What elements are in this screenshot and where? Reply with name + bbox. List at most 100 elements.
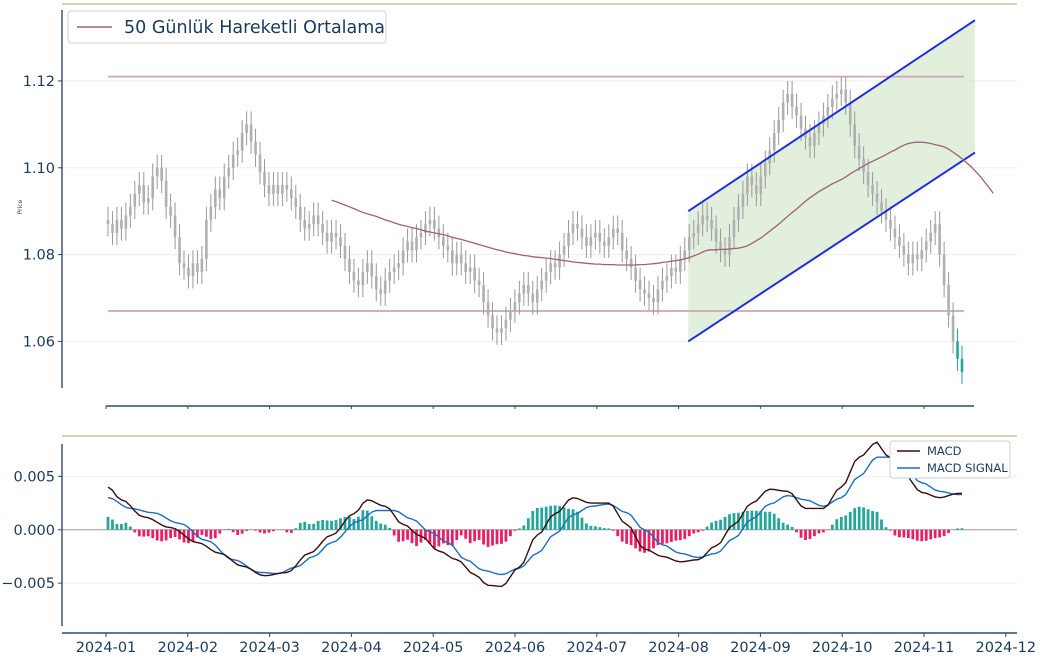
candle-body: [361, 271, 365, 285]
candle-body: [960, 358, 964, 372]
candle-body: [258, 154, 262, 173]
candle-body: [701, 215, 704, 225]
macd-histogram-bar: [929, 529, 933, 540]
macd-histogram-bar: [906, 529, 910, 539]
candle-body: [535, 289, 539, 303]
candle-body: [357, 280, 360, 285]
candle-body: [723, 250, 727, 255]
candle-body: [933, 224, 937, 233]
candle-body: [853, 124, 856, 147]
candle-body: [133, 193, 137, 207]
price-y-tick-label: 1.06: [23, 334, 55, 350]
macd-line: [107, 441, 963, 588]
candle-body: [106, 219, 110, 225]
macd-histogram-bar: [893, 529, 897, 536]
candle-body: [169, 206, 172, 216]
macd-histogram-bar: [839, 516, 843, 530]
candle-body: [477, 280, 481, 285]
candle-body: [231, 154, 235, 168]
macd-histogram-bar: [884, 527, 888, 530]
candle-body: [410, 241, 414, 251]
macd-histogram-bar: [231, 529, 235, 533]
macd-histogram-bar: [661, 529, 664, 544]
candle-body: [692, 232, 696, 238]
candle-body: [164, 180, 168, 207]
candle-body: [607, 237, 611, 246]
candle-body: [500, 328, 503, 333]
macd-histogram-bar: [464, 529, 468, 539]
macd-histogram-bar: [772, 513, 776, 530]
candle-body: [173, 215, 177, 238]
macd-histogram-bar: [240, 529, 244, 534]
macd-histogram-bar: [808, 529, 812, 539]
candle-body: [772, 133, 776, 151]
macd-histogram-bar: [254, 529, 257, 531]
macd-histogram-bar: [120, 523, 123, 530]
macd-histogram-bar: [236, 529, 240, 535]
macd-histogram-bar: [115, 524, 119, 530]
candle-body: [817, 124, 821, 134]
macd-histogram-bar: [535, 507, 539, 530]
macd-histogram-bar: [473, 529, 477, 542]
macd-histogram-bar: [830, 524, 834, 530]
x-tick-label: 2024-07: [567, 640, 628, 656]
x-tick-label: 2024-04: [321, 640, 382, 656]
macd-histogram-bar: [719, 519, 722, 530]
macd-histogram-bar: [678, 529, 682, 541]
candle-body: [200, 258, 204, 272]
macd-histogram-bar: [960, 528, 964, 530]
candle-body: [835, 93, 839, 99]
macd-histogram-bar: [339, 518, 342, 530]
macd-histogram-bar: [509, 529, 512, 537]
candle-body: [325, 232, 329, 242]
candle-body: [679, 258, 682, 272]
macd-histogram-bar: [187, 529, 190, 544]
candle-body: [263, 172, 266, 186]
macd-histogram-bar: [486, 529, 490, 547]
candle-body: [459, 254, 463, 264]
candle-body: [844, 89, 848, 103]
macd-histogram-bar: [620, 529, 624, 542]
macd-histogram-bar: [848, 511, 852, 530]
macd-histogram-bar: [227, 528, 231, 530]
candle-body: [187, 267, 190, 277]
trend-channel-fill: [688, 20, 975, 342]
candle-body: [603, 241, 606, 246]
macd-histogram-bar: [714, 520, 718, 530]
candle-body: [705, 215, 709, 220]
macd-histogram-bar: [799, 529, 803, 538]
macd-histogram-bar: [196, 529, 199, 538]
macd-histogram-bar: [638, 529, 642, 552]
macd-histogram-bar: [705, 526, 709, 530]
macd-histogram-bar: [571, 509, 575, 530]
candle-body: [795, 106, 798, 116]
macd-histogram-bar: [956, 528, 959, 530]
macd-histogram-bar: [567, 508, 570, 530]
candle-body: [218, 189, 222, 199]
candle-body: [290, 189, 293, 199]
macd-histogram-bar: [647, 529, 651, 552]
candle-body: [491, 315, 494, 329]
candle-body: [942, 254, 946, 285]
candle-body: [898, 237, 901, 246]
macd-histogram-bar: [432, 529, 436, 549]
candle-body: [902, 245, 906, 255]
candle-body: [799, 115, 803, 129]
macd-histogram-bar: [218, 529, 222, 534]
price-legend-label: 50 Günlük Hareketli Ortalama: [124, 18, 385, 38]
macd-histogram-bar: [875, 511, 879, 530]
candle-body: [455, 254, 459, 264]
x-tick-label: 2024-12: [976, 640, 1037, 656]
macd-histogram-bar: [289, 529, 293, 533]
candle-body: [245, 124, 248, 134]
macd-histogram-bar: [835, 519, 839, 530]
macd-histogram-bar: [182, 529, 186, 543]
candle-body: [424, 224, 427, 233]
candle-body: [151, 176, 155, 199]
candle-body: [647, 293, 651, 299]
candle-body: [205, 219, 208, 259]
macd-histogram-bar: [169, 529, 172, 539]
candle-body: [759, 176, 763, 194]
channel-upper-line: [687, 19, 976, 213]
macd-histogram-bar: [267, 529, 271, 533]
